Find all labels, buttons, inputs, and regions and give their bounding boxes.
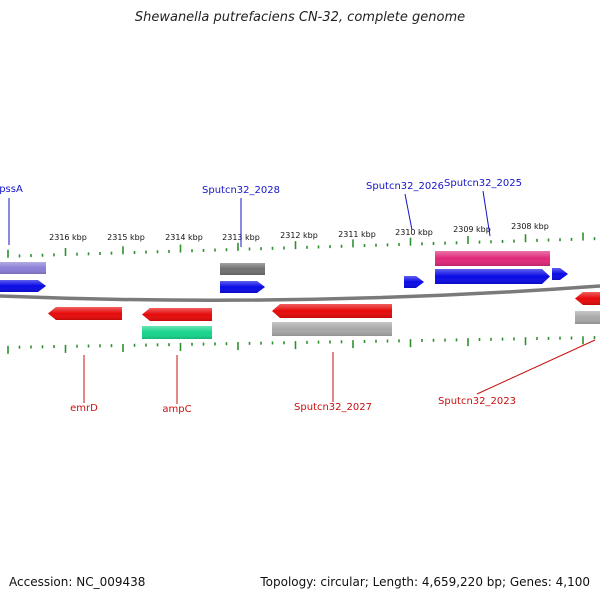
callout-line (476, 339, 596, 395)
map-title: Shewanella putrefaciens CN-32, complete … (134, 10, 466, 25)
tick-row-upper (7, 232, 596, 258)
callout-line (482, 190, 491, 237)
gene-label: Sputcn32_2025 (444, 178, 522, 189)
gene-label: Sputcn32_2027 (294, 402, 372, 413)
genome-summary-label: Topology: circular; Length: 4,659,220 bp… (260, 575, 590, 589)
gene-feature-shade (404, 276, 424, 288)
gene-feature-shade (272, 322, 392, 336)
gene-feature-shade (575, 311, 600, 324)
gene-feature-shade (220, 281, 265, 293)
gene-feature-shade (272, 304, 392, 318)
gene-feature-shade (142, 308, 212, 321)
scale-labels: 2316 kbp 2315 kbp 2314 kbp 2313 kbp 2312 kbp… (49, 222, 549, 242)
scale-label: 2315 kbp (107, 233, 145, 242)
gene-callouts: pssA Sputcn32_2028 Sputcn32_2026 Sputcn32_2… (0, 178, 596, 415)
gene-feature-shade (552, 268, 568, 280)
gene-label: emrD (70, 403, 98, 414)
gene-feature-shade (435, 251, 550, 266)
scale-label: 2312 kbp (280, 231, 318, 240)
gene-feature-shade (48, 307, 122, 320)
gene-label: Sputcn32_2028 (202, 185, 280, 196)
scale-label: 2316 kbp (49, 233, 87, 242)
gene-label: pssA (0, 184, 23, 195)
callout-line (404, 193, 413, 231)
gene-features (0, 251, 600, 339)
genome-backbone (0, 284, 600, 302)
gene-label: Sputcn32_2026 (366, 181, 444, 192)
gene-feature-shade (220, 263, 265, 275)
gene-label: ampC (162, 404, 191, 415)
scale-label: 2309 kbp (453, 225, 491, 234)
gene-feature-shade (575, 292, 600, 305)
scale-label: 2314 kbp (165, 233, 203, 242)
gene-feature-shade (142, 326, 212, 339)
gene-feature-shade (0, 280, 46, 292)
scale-label: 2308 kbp (511, 222, 549, 231)
gene-feature-shade (0, 262, 46, 274)
tick-row-lower (7, 336, 596, 354)
gene-feature-shade (435, 269, 550, 284)
gene-label: Sputcn32_2023 (438, 396, 516, 407)
scale-label: 2310 kbp (395, 228, 433, 237)
scale-label: 2311 kbp (338, 230, 376, 239)
accession-label: Accession: NC_009438 (9, 575, 146, 589)
